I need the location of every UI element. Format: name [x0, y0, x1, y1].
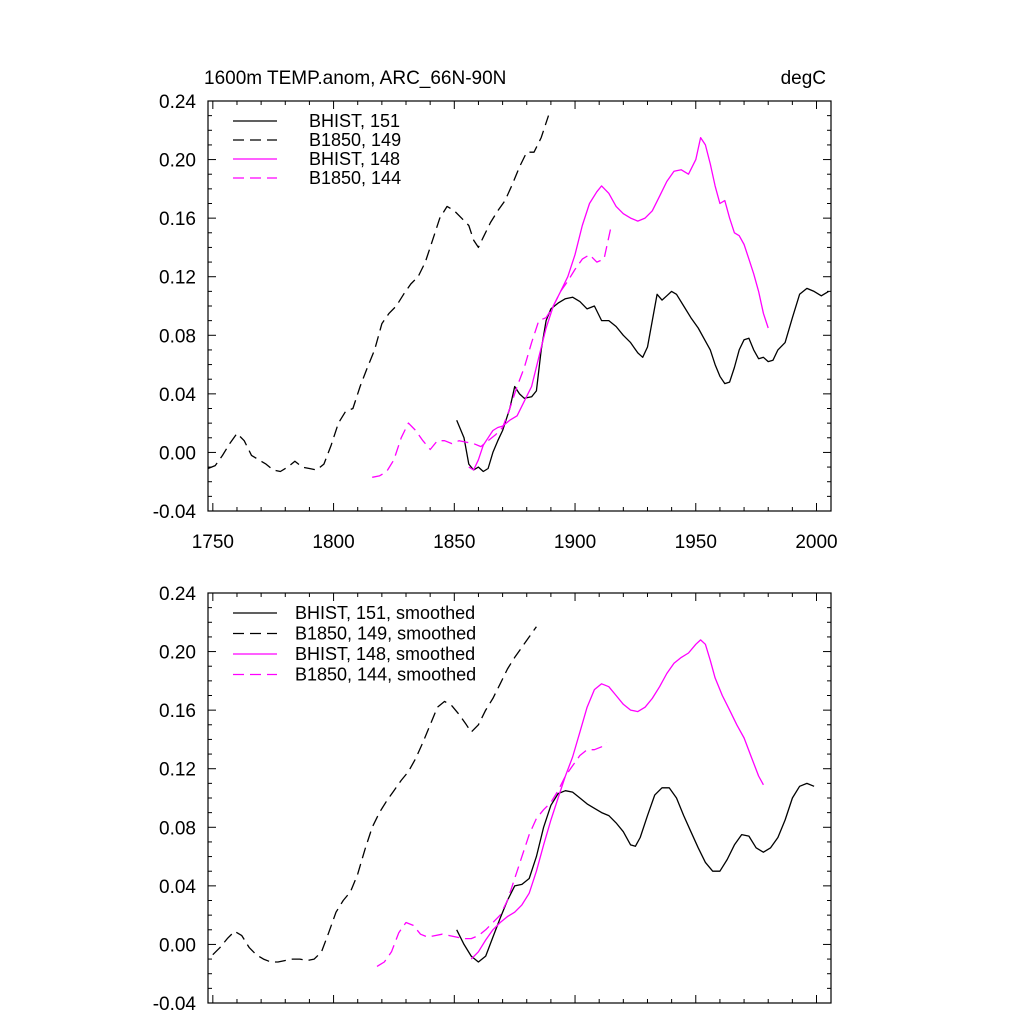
bottom-panel: -0.04 0.00 0.04 0.08 0.12 0.16 0.20 0.24 BHIST, … [153, 584, 832, 1015]
x-tick-label: 1950 [675, 532, 717, 553]
y-tick-label: 0.08 [159, 326, 196, 347]
series-line-1 [456, 287, 829, 473]
y-tick-label: 0.20 [159, 643, 196, 664]
legend-label: BHIST, 151, smoothed [295, 603, 475, 623]
chart-title: 1600m TEMP.anom, ARC_66N-90N [204, 68, 506, 89]
series-line-2 [208, 115, 550, 473]
y-tick-label: 0.24 [159, 584, 196, 605]
series-line-4 [372, 225, 612, 478]
y-tick-label: 0.12 [159, 760, 196, 781]
x-tick-label: 1850 [433, 532, 475, 553]
x-tick-label: 1800 [312, 532, 354, 553]
y-tick-label: 0.08 [159, 818, 196, 839]
legend-label: BHIST, 151 [309, 111, 400, 131]
y-tick-label: 0.04 [159, 385, 196, 406]
y-tick-label: 0.16 [159, 209, 196, 230]
y-tick-label: -0.04 [153, 502, 197, 523]
series-line-2 [212, 626, 537, 963]
legend-label: BHIST, 148, smoothed [295, 644, 475, 664]
y-tick-label: 0.12 [159, 268, 196, 289]
y-tick-label: 0.04 [159, 877, 196, 898]
y-tick-label: 0.24 [159, 92, 196, 113]
y-tick-label: 0.16 [159, 701, 196, 722]
y-tick-label: 0.00 [159, 935, 196, 956]
series-line-3 [468, 136, 769, 471]
y-tick-label: 0.00 [159, 443, 196, 464]
legend-label: B1850, 149, smoothed [295, 624, 476, 644]
x-tick-label: 1900 [554, 532, 596, 553]
x-tick-label: 1750 [192, 532, 234, 553]
series-line-3 [470, 639, 764, 960]
legend-label: B1850, 144 [309, 168, 401, 188]
series-line-4 [376, 741, 607, 967]
units-label: degC [781, 68, 826, 89]
legend-label: B1850, 149 [309, 130, 401, 150]
series-line-1 [456, 782, 815, 963]
top-panel: -0.04 0.00 0.04 0.08 0.12 0.16 0.20 0.24 1750 180… [153, 68, 838, 553]
y-tick-label: 0.20 [159, 151, 196, 172]
legend-label: BHIST, 148 [309, 149, 400, 169]
y-tick-label: -0.04 [153, 994, 197, 1015]
x-tick-label: 2000 [795, 532, 837, 553]
legend-label: B1850, 144, smoothed [295, 665, 476, 685]
